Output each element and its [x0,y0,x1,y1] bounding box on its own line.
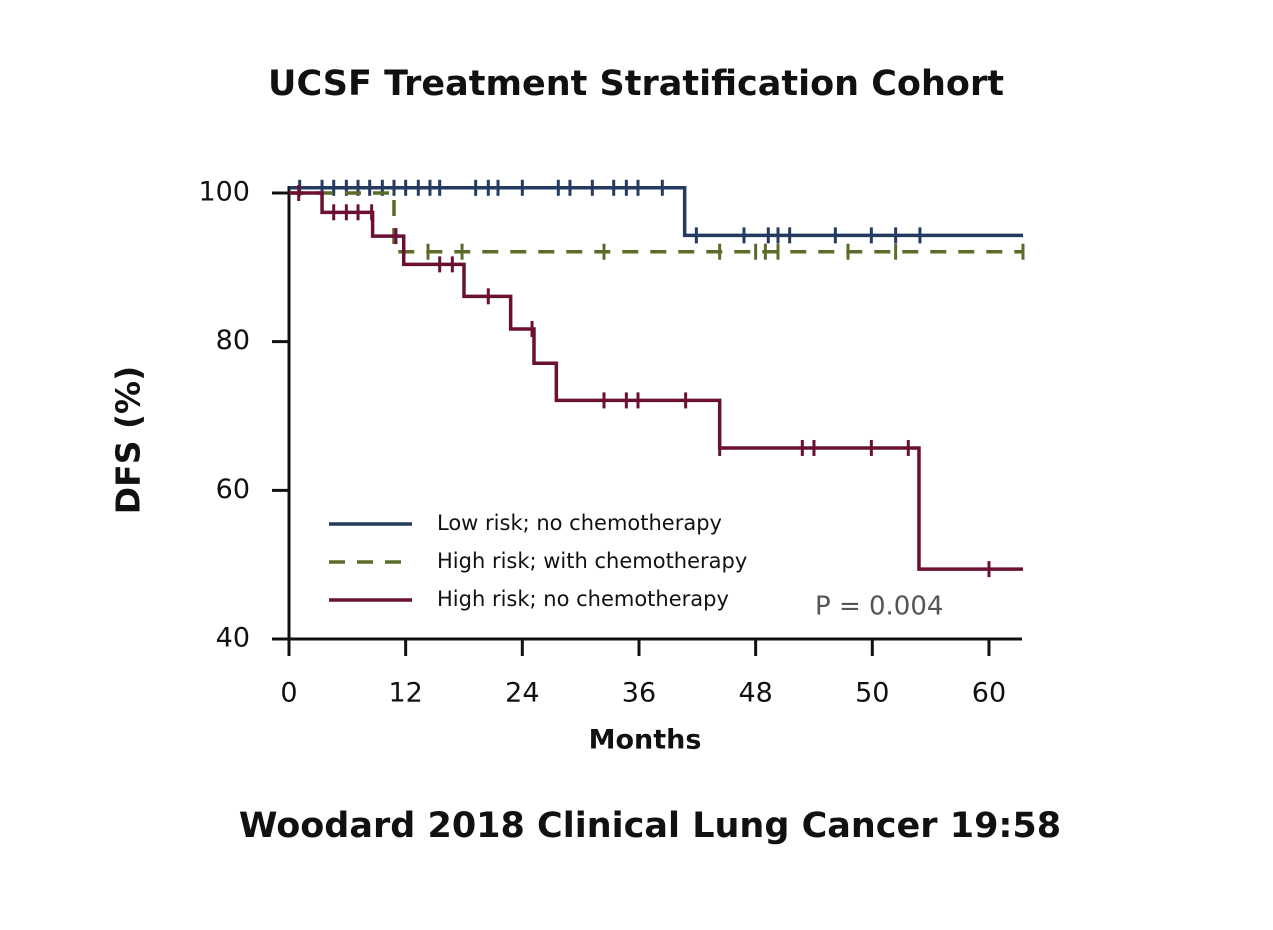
survival-curve [289,191,1023,254]
x-tick-label: 12 [388,678,422,709]
x-axis-label: Months [589,725,702,756]
legend-label: Low risk; no chemotherapy [437,511,722,535]
y-tick-label: 80 [216,325,250,356]
x-tick-label: 48 [738,678,772,709]
x-tick-label: 24 [505,678,539,709]
y-tick-label: 60 [216,474,250,505]
survival-curve [289,186,1023,238]
footer: Woodard 2018 Clinical Lung Cancer 19:58 [239,806,1061,846]
y-tick-label: 100 [198,177,250,208]
legend-label: High risk; no chemotherapy [437,587,729,611]
x-tick-label: 0 [280,678,297,709]
x-tick-label: 60 [972,678,1006,709]
x-tick-label: 50 [855,678,889,709]
y-axis-label: DFS (%) [109,366,148,514]
p-value: P = 0.004 [815,592,943,622]
y-tick-label: 40 [216,623,250,654]
legend-label: High risk; with chemotherapy [437,549,747,573]
chart-title: UCSF Treatment Stratification Cohort [268,64,1004,104]
x-tick-label: 36 [622,678,656,709]
